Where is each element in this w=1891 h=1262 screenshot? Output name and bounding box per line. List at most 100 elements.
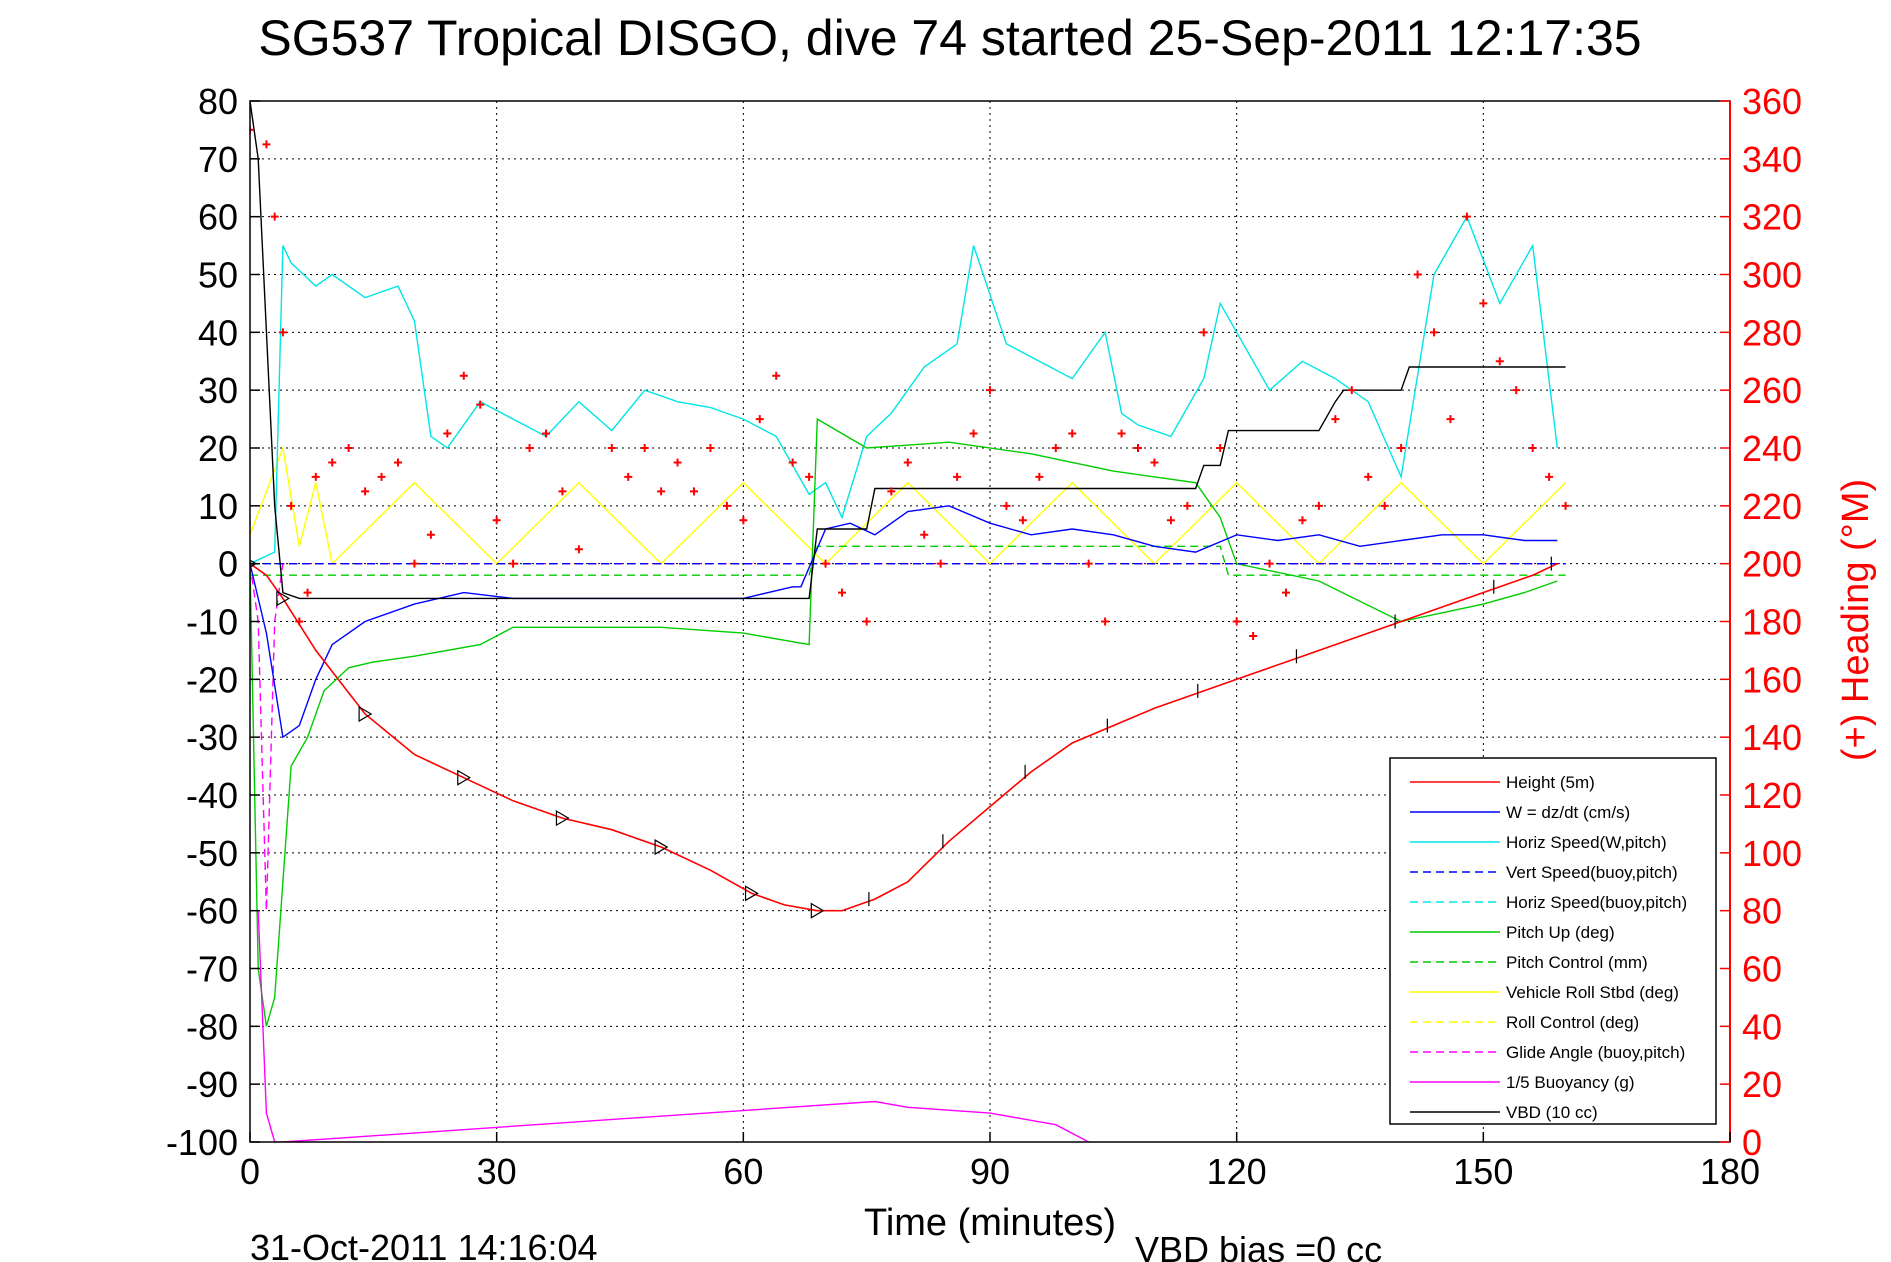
heading-marker bbox=[1298, 516, 1307, 525]
y-right-tick-label-2: 320 bbox=[1742, 197, 1802, 238]
legend-label-roll: Vehicle Roll Stbd (deg) bbox=[1506, 983, 1679, 1002]
heading-marker bbox=[525, 444, 534, 452]
y-tick-label-6: 20 bbox=[198, 428, 238, 469]
heading-marker bbox=[443, 429, 452, 438]
x-axis: 0 30 60 90 120 150 180 bbox=[240, 1132, 1760, 1192]
series-height bbox=[250, 562, 1558, 912]
series-w bbox=[250, 505, 1558, 739]
y-right-tick-label-10: 160 bbox=[1742, 659, 1802, 700]
heading-marker bbox=[624, 472, 633, 481]
y-right-axis-label: (+) Heading (°M) bbox=[1835, 479, 1877, 761]
y-right-tick-label-6: 240 bbox=[1742, 428, 1802, 469]
heading-marker bbox=[1084, 559, 1093, 568]
heading-marker bbox=[1282, 588, 1290, 597]
y-tick-label-4: 40 bbox=[198, 312, 238, 353]
legend-box bbox=[1389, 757, 1717, 1125]
y-tick-label-14: -60 bbox=[186, 891, 238, 932]
heading-marker bbox=[887, 487, 896, 496]
x-tick-label-6: 180 bbox=[1700, 1151, 1760, 1192]
heading-marker bbox=[986, 386, 994, 395]
series-buoyancy bbox=[257, 910, 1090, 1142]
heading-marker bbox=[969, 429, 978, 438]
heading-marker bbox=[287, 501, 296, 510]
legend-label-glide: Glide Angle (buoy,pitch) bbox=[1506, 1043, 1685, 1062]
y-right-tick-label-5: 260 bbox=[1742, 370, 1802, 411]
height-marker bbox=[744, 885, 759, 902]
y-right-tick-label-3: 300 bbox=[1742, 255, 1802, 296]
heading-marker bbox=[1397, 444, 1406, 452]
heading-marker bbox=[936, 559, 945, 568]
legend-label-horiz_w: Horiz Speed(W,pitch) bbox=[1506, 833, 1667, 852]
heading-marker bbox=[558, 487, 567, 496]
heading-marker bbox=[862, 617, 871, 626]
heading-marker bbox=[1380, 501, 1389, 510]
heading-marker bbox=[1413, 270, 1422, 279]
x-tick-label-1: 30 bbox=[477, 1151, 517, 1192]
y-right-tick-label-7: 220 bbox=[1742, 486, 1802, 527]
x-tick-label-3: 90 bbox=[970, 1151, 1010, 1192]
legend-label-vbd: VBD (10 cc) bbox=[1506, 1103, 1598, 1122]
heading-marker bbox=[805, 472, 814, 481]
timestamp: 31-Oct-2011 14:16:04 bbox=[250, 1227, 598, 1262]
y-right-tick-label-0: 360 bbox=[1742, 81, 1802, 122]
height-marker bbox=[654, 839, 669, 856]
y-right-tick-label-9: 180 bbox=[1742, 602, 1802, 643]
y-tick-label-13: -50 bbox=[186, 833, 238, 874]
heading-marker bbox=[1331, 415, 1340, 424]
heading-marker bbox=[303, 588, 312, 597]
grid-lines bbox=[250, 101, 1730, 1142]
y-tick-label-8: 0 bbox=[218, 544, 238, 585]
y-tick-label-15: -70 bbox=[186, 949, 238, 990]
heading-marker bbox=[1166, 516, 1175, 525]
vbd-bias-label: VBD bias =0 cc bbox=[1135, 1229, 1382, 1262]
y-tick-label-5: 30 bbox=[198, 370, 238, 411]
heading-marker bbox=[344, 444, 353, 452]
series-roll bbox=[250, 445, 1567, 566]
legend-label-pitch: Pitch Up (deg) bbox=[1506, 923, 1615, 942]
heading-marker bbox=[690, 487, 698, 496]
heading-marker bbox=[838, 588, 846, 597]
y-tick-label-10: -20 bbox=[186, 659, 238, 700]
y-right-tick-label-12: 120 bbox=[1742, 775, 1802, 816]
heading-marker bbox=[739, 516, 748, 525]
series-layer bbox=[250, 101, 1570, 1142]
heading-marker bbox=[1545, 472, 1554, 481]
heading-marker bbox=[270, 212, 279, 221]
x-tick-label-4: 120 bbox=[1207, 1151, 1267, 1192]
height-marker bbox=[276, 590, 291, 607]
heading-marker bbox=[1018, 516, 1027, 525]
y-tick-label-0: 80 bbox=[198, 81, 238, 122]
heading-marker bbox=[1249, 631, 1258, 640]
heading-marker bbox=[262, 140, 271, 149]
y-tick-label-2: 60 bbox=[198, 197, 238, 238]
legend-label-w: W = dz/dt (cm/s) bbox=[1506, 803, 1630, 822]
heading-marker bbox=[410, 559, 419, 568]
y-right-tick-label-18: 0 bbox=[1742, 1122, 1762, 1163]
heading-marker bbox=[1446, 415, 1455, 424]
heading-marker bbox=[1495, 357, 1504, 366]
heading-marker bbox=[706, 444, 715, 452]
heading-marker bbox=[1479, 299, 1488, 308]
heading-marker bbox=[1035, 472, 1044, 481]
heading-marker bbox=[1232, 617, 1241, 626]
y-tick-label-7: 10 bbox=[198, 486, 238, 527]
y-tick-label-3: 50 bbox=[198, 255, 238, 296]
x-tick-label-0: 0 bbox=[240, 1151, 260, 1192]
heading-marker bbox=[426, 530, 435, 539]
y-tick-label-16: -80 bbox=[186, 1006, 238, 1047]
y-tick-label-17: -90 bbox=[186, 1064, 238, 1105]
heading-marker bbox=[377, 472, 386, 481]
heading-marker bbox=[903, 458, 912, 467]
heading-marker bbox=[673, 458, 682, 467]
y-axis-right: 3603403203002802602402202001801601401201… bbox=[1720, 81, 1802, 1163]
heading-marker bbox=[328, 458, 337, 467]
heading-marker bbox=[1265, 559, 1274, 568]
legend-label-buoyancy: 1/5 Buoyancy (g) bbox=[1506, 1073, 1635, 1092]
heading-marker bbox=[1347, 386, 1356, 395]
heading-marker bbox=[755, 415, 764, 424]
heading-marker bbox=[788, 458, 797, 467]
y-right-tick-label-14: 80 bbox=[1742, 891, 1782, 932]
heading-marker bbox=[640, 444, 649, 452]
heading-marker bbox=[1101, 617, 1110, 626]
heading-marker bbox=[1528, 444, 1537, 452]
